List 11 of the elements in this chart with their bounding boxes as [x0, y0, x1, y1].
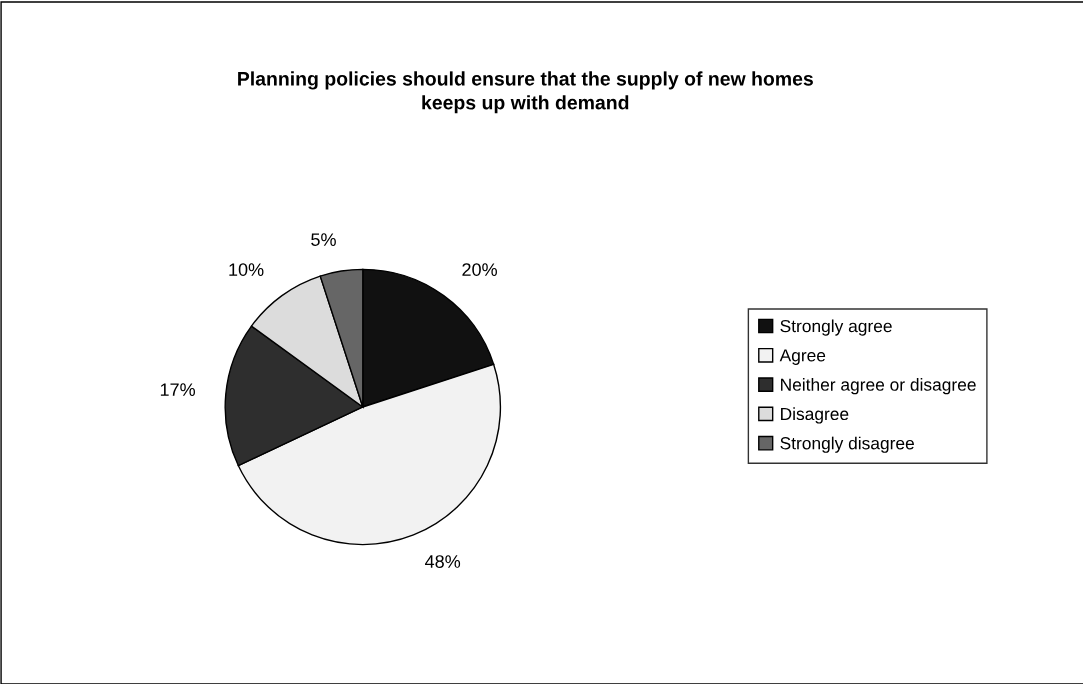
- data-label: 20%: [462, 263, 497, 276]
- data-label: 5%: [311, 233, 336, 246]
- legend-label: Strongly disagree: [780, 436, 914, 453]
- data-label: 48%: [425, 555, 461, 568]
- legend-label: Disagree: [781, 407, 849, 424]
- data-label: 10%: [229, 263, 264, 276]
- legend-label: Strongly agree: [780, 319, 892, 336]
- chart-title: Planning policies should ensure that the supply of new homes keeps up with demand: [238, 71, 813, 114]
- legend-label: Agree: [779, 349, 826, 365]
- data-label: 17%: [160, 383, 196, 396]
- legend-label: Neither agree or disagree: [781, 378, 976, 395]
